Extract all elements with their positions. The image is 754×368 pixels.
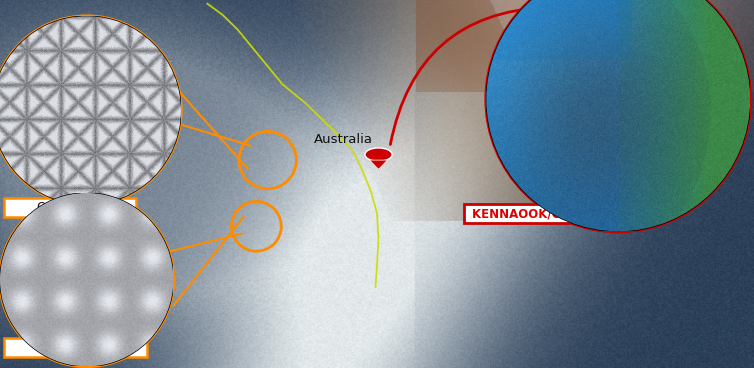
Text: Closed MCC: Closed MCC (38, 340, 112, 354)
Bar (4, 198, 136, 217)
Bar (4, 338, 147, 357)
Text: KENNAOOK/CAPE GRIM: KENNAOOK/CAPE GRIM (472, 207, 626, 220)
Circle shape (365, 148, 392, 161)
Text: Open MCC: Open MCC (36, 201, 103, 214)
Bar (464, 204, 633, 223)
Text: Australia: Australia (314, 133, 372, 146)
Polygon shape (369, 160, 388, 169)
